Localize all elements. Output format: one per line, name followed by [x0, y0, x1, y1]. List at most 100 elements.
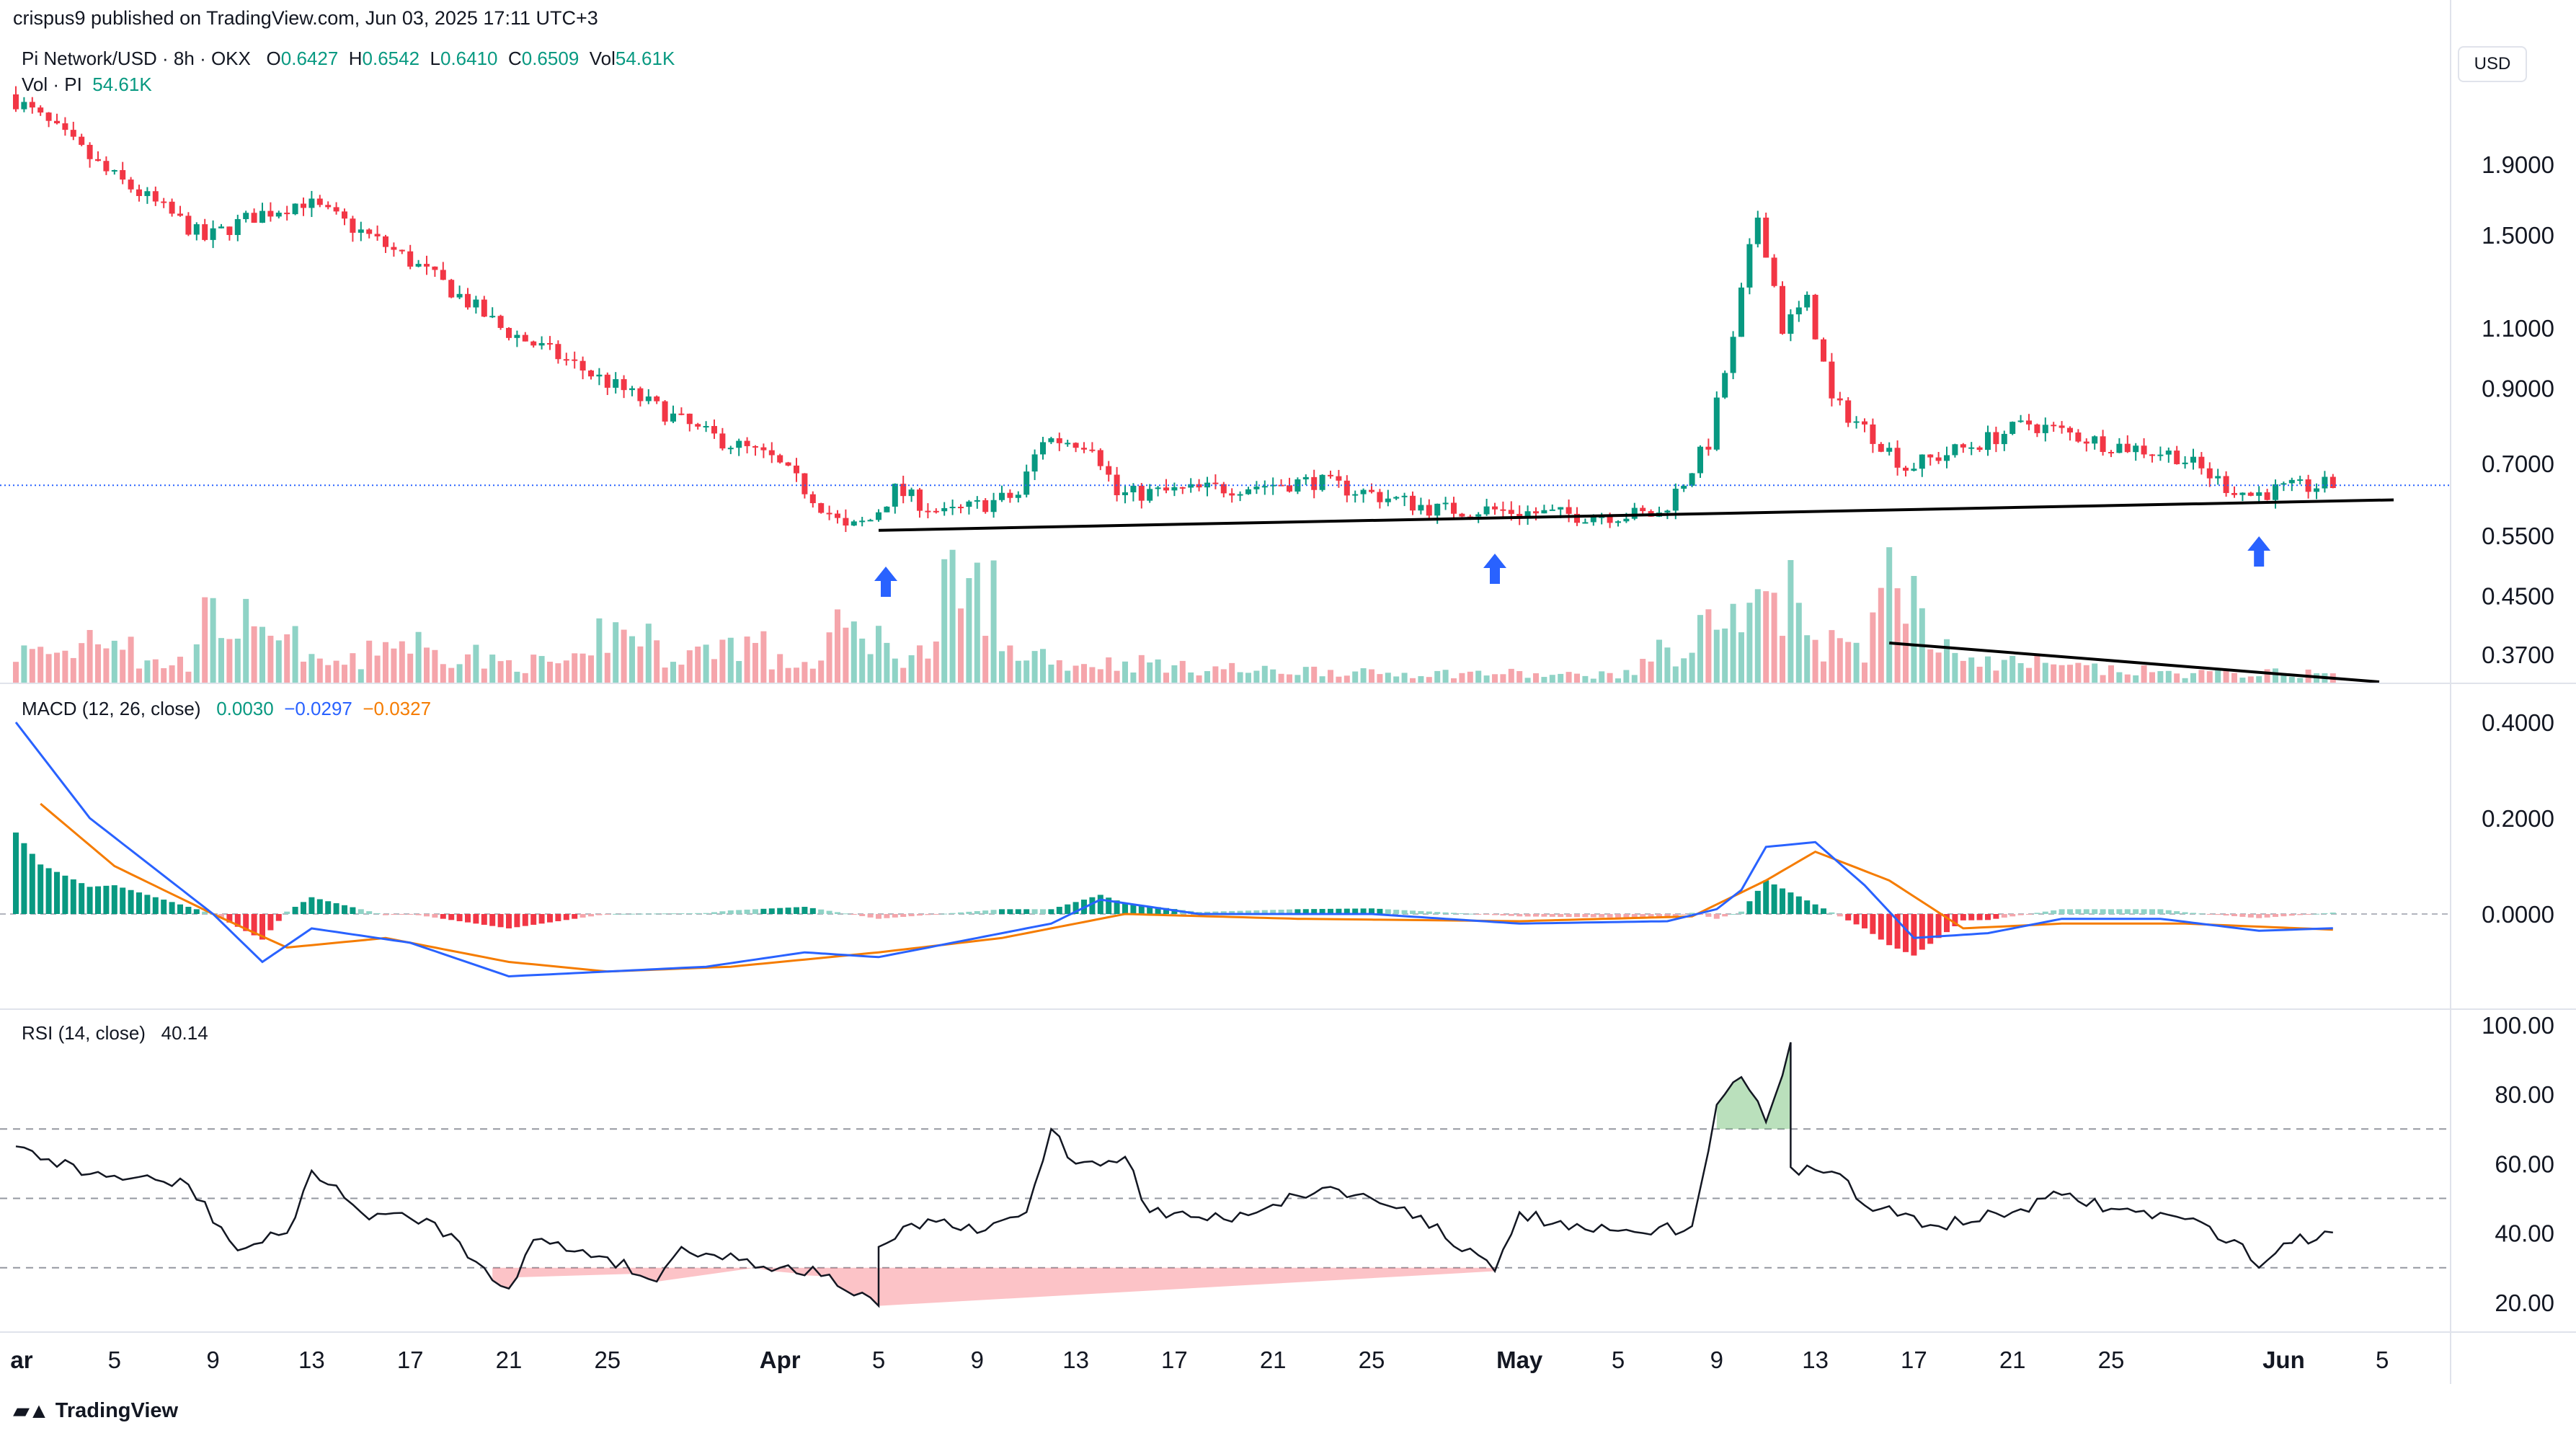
price-tick-label: 1.9000 [2482, 151, 2554, 178]
candle-body [818, 503, 825, 513]
macd-histogram-bar [1302, 909, 1309, 914]
candle-body [407, 251, 414, 267]
close-label: C [507, 48, 522, 69]
candle-body [1599, 516, 1605, 518]
macd-tick-label: 0.2000 [2482, 805, 2554, 832]
candle-body [275, 213, 282, 217]
macd-histogram-bar [818, 909, 825, 914]
time-tick-label: 5 [2376, 1347, 2389, 1373]
candle-body [1886, 448, 1893, 452]
candle-body [316, 198, 323, 205]
candle-body [999, 492, 1005, 500]
volume-bar [1294, 675, 1301, 683]
macd-histogram-bar [1106, 897, 1112, 914]
volume-bar [210, 598, 216, 683]
volume-bar [1147, 662, 1153, 683]
candle-body [1738, 287, 1744, 337]
macd-histogram-bar [193, 909, 200, 914]
volume-bar [456, 664, 463, 683]
volume-bar [383, 642, 388, 683]
volume-bar [481, 668, 487, 683]
macd-histogram-bar [744, 909, 750, 914]
volume-bar [1558, 673, 1564, 683]
macd-histogram-bar [2215, 914, 2221, 915]
candle-body [37, 107, 44, 113]
macd-label[interactable]: MACD (12, 26, close) [22, 698, 201, 719]
macd-histogram-bar [1935, 914, 1942, 939]
currency-button[interactable]: USD [2458, 46, 2527, 82]
candle-body [2182, 462, 2188, 464]
macd-histogram-bar [62, 875, 68, 914]
volume-bar [974, 562, 980, 683]
candle-body [169, 201, 175, 214]
macd-signal-value: −0.0327 [363, 698, 432, 719]
candle-body [2124, 443, 2131, 453]
macd-histogram-bar [563, 914, 569, 920]
volume-bar [794, 667, 799, 683]
volume-bar [1081, 664, 1087, 683]
candle-body [1763, 217, 1769, 258]
volume-bar [1237, 672, 1243, 683]
volume-bar [1442, 670, 1449, 683]
macd-histogram-bar [1754, 890, 1761, 914]
candle-body [399, 249, 405, 252]
candle-body [925, 510, 931, 513]
macd-histogram-bar [2017, 914, 2024, 915]
candle-body [1229, 493, 1235, 496]
low-value: 0.6410 [440, 48, 498, 69]
macd-histogram-bar [2001, 914, 2007, 918]
macd-histogram-bar [1985, 914, 1991, 920]
candle-body [497, 316, 504, 328]
volume-bar [1870, 612, 1876, 683]
candle-body [1952, 444, 1958, 456]
symbol-name[interactable]: Pi Network/USD · 8h · OKX [22, 48, 251, 69]
candle-body [1836, 398, 1843, 401]
time-tick-label: 9 [206, 1347, 219, 1373]
candle-body [1171, 487, 1178, 491]
low-label: L [430, 48, 440, 69]
candle-body [1220, 484, 1227, 494]
macd-histogram-bar [2108, 909, 2114, 914]
macd-histogram-bar [497, 914, 504, 928]
candle-body [892, 484, 898, 507]
macd-histogram-bar [259, 914, 265, 940]
macd-histogram-bar [1007, 909, 1013, 914]
macd-histogram-bar [1508, 914, 1514, 916]
candle-body [1903, 467, 1909, 471]
volume-bar [301, 661, 306, 683]
candle-body [654, 396, 660, 401]
macd-histogram-bar [1599, 914, 1605, 918]
candle-body [727, 448, 734, 450]
volume-indicator-label[interactable]: Vol · PI [22, 74, 82, 95]
macd-histogram-bar [1475, 914, 1482, 915]
volume-bar [374, 655, 381, 683]
volume-bar [711, 659, 717, 683]
macd-histogram-bar [29, 853, 35, 914]
volume-bar [2051, 664, 2057, 683]
volume-bar [2100, 675, 2106, 683]
macd-histogram-bar [1672, 914, 1679, 917]
candle-body [2305, 479, 2311, 492]
macd-histogram-bar [1804, 900, 1811, 914]
candle-body [2067, 427, 2073, 432]
volume-bar [1590, 678, 1596, 683]
candle-body [1418, 505, 1424, 511]
time-tick-label: Jun [2262, 1347, 2305, 1373]
candle-body [1287, 485, 1292, 492]
candle-body [2247, 492, 2254, 496]
candle-body [1911, 469, 1917, 471]
macd-histogram-bar [1278, 909, 1284, 914]
volume-bar [1927, 649, 1934, 683]
tradingview-brand[interactable]: ▰▲ TradingView [13, 1398, 178, 1424]
candle-body [744, 440, 750, 446]
macd-histogram-bar [637, 913, 644, 915]
time-tick-label: 5 [108, 1347, 121, 1373]
macd-histogram-bar [1927, 914, 1934, 944]
volume-bar [2026, 667, 2032, 683]
volume-bar [1434, 670, 1441, 683]
volume-bar [900, 667, 907, 683]
rsi-label[interactable]: RSI (14, close) [22, 1022, 146, 1044]
macd-histogram-bar [251, 914, 257, 936]
volume-bar [350, 653, 356, 683]
